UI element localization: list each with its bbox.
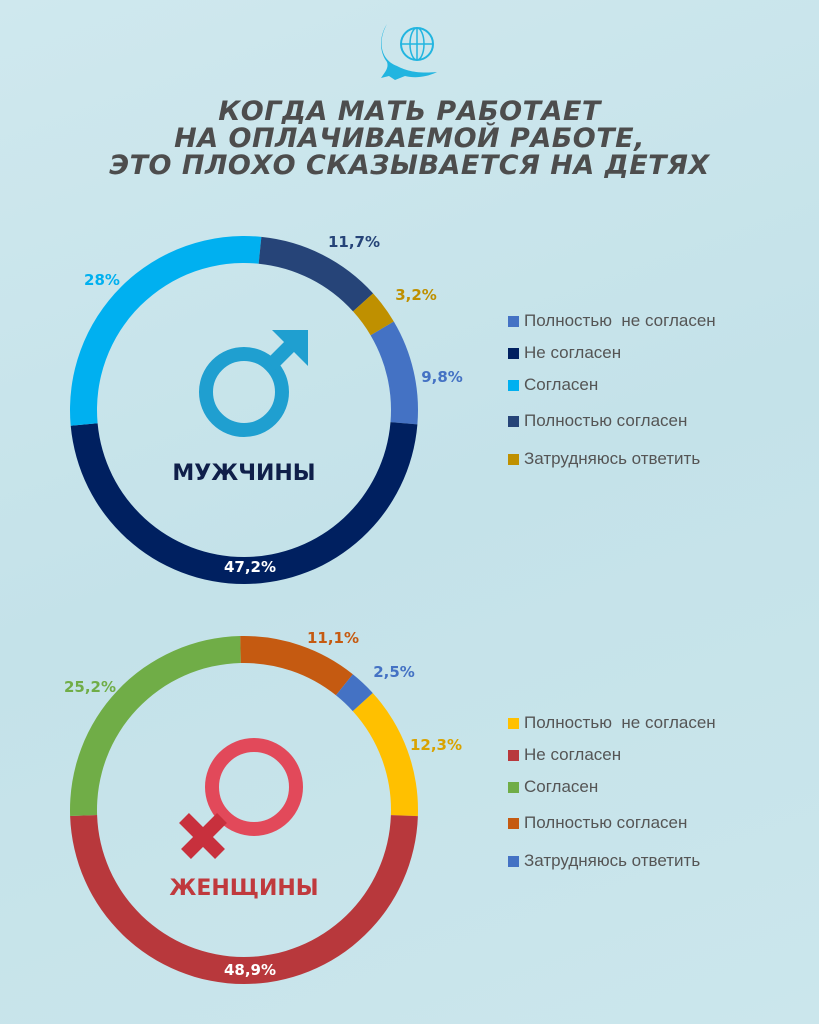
- legend-label: Полностью согласен: [524, 411, 688, 430]
- data-label: 12,3%: [410, 736, 462, 754]
- men-title: МУЖЧИНЫ: [172, 461, 315, 486]
- data-label: 3,2%: [395, 286, 437, 304]
- legend-item: Не согласен: [508, 343, 621, 363]
- male-symbol-icon: [199, 330, 308, 437]
- data-label: 28%: [84, 271, 120, 289]
- legend-item: Затрудняюсь ответить: [508, 851, 700, 871]
- legend-label: Не согласен: [524, 745, 622, 764]
- data-label: 9,8%: [421, 368, 463, 386]
- legend-swatch: [508, 315, 519, 327]
- legend-item: Не согласен: [508, 745, 621, 765]
- donut-slice: [70, 236, 262, 426]
- legend-label: Полностью не согласен: [524, 713, 716, 732]
- legend-item: Полностью не согласен: [508, 311, 716, 331]
- legend-item: Полностью согласен: [508, 411, 687, 431]
- legend-swatch: [508, 855, 519, 867]
- legend-swatch: [508, 781, 519, 793]
- legend-swatch: [508, 817, 519, 829]
- legend-label: Полностью не согласен: [524, 311, 716, 330]
- page-title: КОГДА МАТЬ РАБОТАЕТ НА ОПЛАЧИВАЕМОЙ РАБО…: [0, 98, 819, 179]
- title-line: КОГДА МАТЬ РАБОТАЕТ: [218, 96, 601, 127]
- female-symbol-icon: [179, 738, 303, 859]
- donut-slice: [70, 636, 241, 816]
- legend-item: Полностью согласен: [508, 813, 687, 833]
- men-donut-chart: МУЖЧИНЫ 9,8% 47,2% 28% 11,7% 3,2%: [70, 233, 463, 585]
- legend-swatch: [508, 453, 519, 465]
- legend-swatch: [508, 379, 519, 391]
- legend-swatch: [508, 347, 519, 359]
- donut-slice: [352, 692, 418, 817]
- data-label: 11,7%: [328, 233, 380, 251]
- legend-swatch: [508, 717, 519, 729]
- data-label: 2,5%: [373, 663, 415, 681]
- donut-slice: [335, 674, 373, 712]
- women-donut-chart: ЖЕНЩИНЫ 12,3% 48,9% 25,2% 11,1% 2,5%: [64, 629, 462, 985]
- legend-label: Затрудняюсь ответить: [524, 851, 701, 870]
- data-label: 47,2%: [224, 558, 276, 576]
- donut-slice: [353, 293, 394, 336]
- legend-label: Полностью согласен: [524, 813, 688, 832]
- donut-slice: [258, 236, 374, 312]
- donut-slice: [70, 422, 418, 585]
- legend-item: Затрудняюсь ответить: [508, 449, 700, 469]
- title-line: ЭТО ПЛОХО СКАЗЫВАЕТСЯ НА ДЕТЯХ: [109, 150, 710, 181]
- legend-label: Согласен: [524, 777, 599, 796]
- title-line: НА ОПЛАЧИВАЕМОЙ РАБОТЕ,: [174, 123, 645, 154]
- data-label: 25,2%: [64, 678, 116, 696]
- women-title: ЖЕНЩИНЫ: [169, 876, 318, 901]
- legend-item: Согласен: [508, 777, 598, 797]
- data-label: 11,1%: [307, 629, 359, 647]
- legend-label: Затрудняюсь ответить: [524, 449, 701, 468]
- donut-slice: [370, 321, 418, 425]
- legend-swatch: [508, 749, 519, 761]
- donut-slice: [240, 636, 353, 696]
- donut-slice: [70, 815, 418, 985]
- legend-label: Согласен: [524, 375, 599, 394]
- legend-label: Не согласен: [524, 343, 622, 362]
- legend-swatch: [508, 415, 519, 427]
- eagle-globe-logo-icon: [381, 24, 437, 80]
- legend-item: Согласен: [508, 375, 598, 395]
- data-label: 48,9%: [224, 961, 276, 979]
- legend-item: Полностью не согласен: [508, 713, 716, 733]
